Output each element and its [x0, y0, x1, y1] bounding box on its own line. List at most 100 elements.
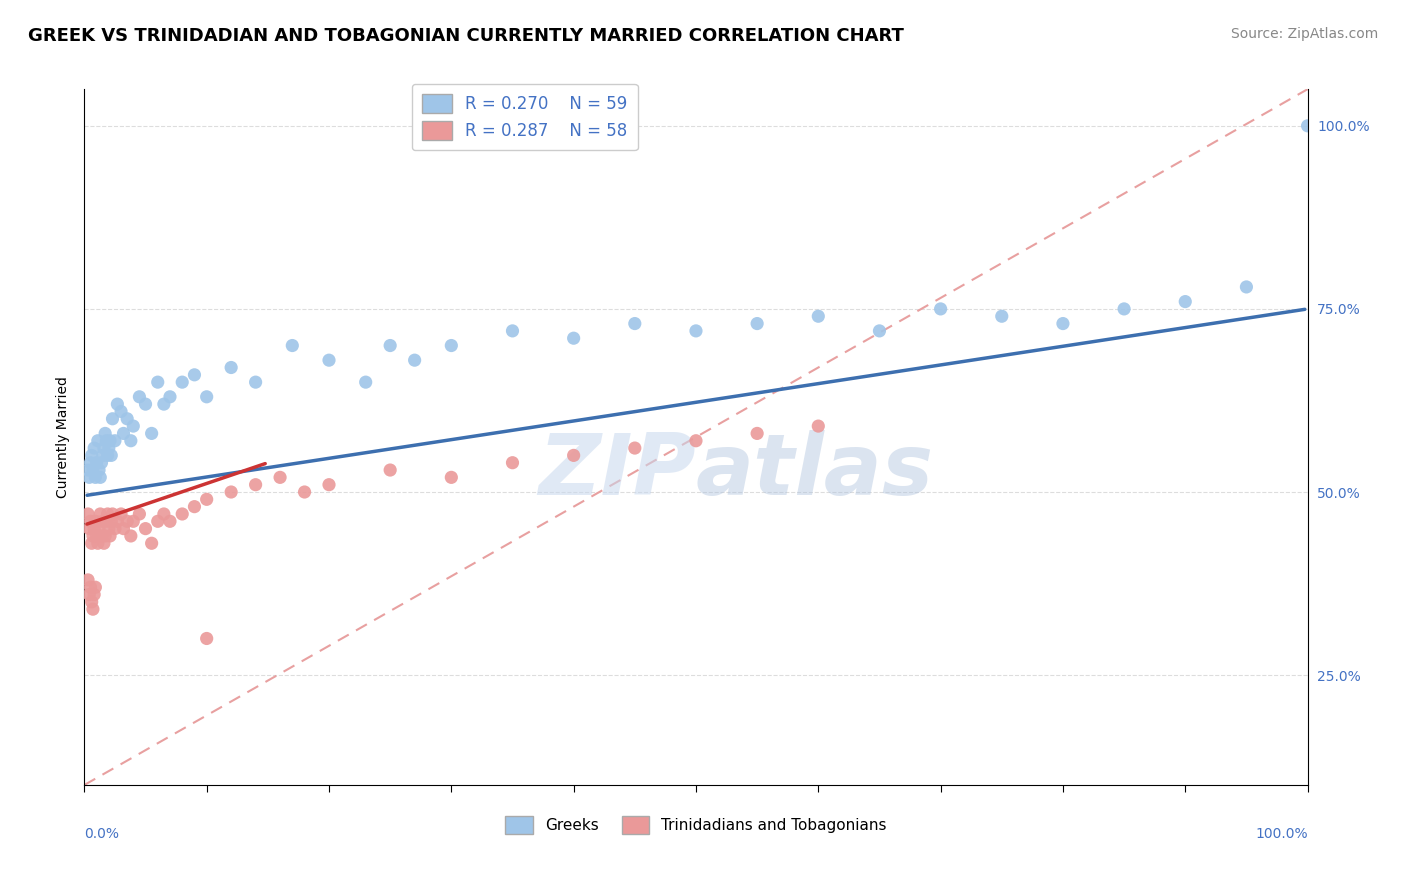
Point [105, 397, 128, 411]
Point [245, 375, 267, 389]
Point [807, 310, 830, 324]
Text: Source: ZipAtlas.com: Source: ZipAtlas.com [1230, 27, 1378, 41]
Point [115, 411, 138, 425]
Point [294, 485, 316, 500]
Point [91, 514, 114, 528]
Point [96, 434, 118, 448]
Point [101, 411, 124, 425]
Point [747, 317, 769, 331]
Point [84, 514, 107, 528]
Point [94, 426, 117, 441]
Point [97, 522, 120, 536]
Point [80, 449, 103, 463]
Point [195, 390, 218, 404]
Point [807, 419, 830, 434]
Point [77, 588, 100, 602]
Point [77, 573, 100, 587]
Point [502, 324, 524, 338]
Point [112, 522, 135, 536]
Point [122, 419, 145, 434]
Point [77, 522, 100, 536]
Legend: Greeks, Trinidadians and Tobagonians: Greeks, Trinidadians and Tobagonians [499, 810, 893, 840]
Point [440, 470, 463, 484]
Point [128, 390, 150, 404]
Point [195, 632, 218, 646]
Point [172, 507, 194, 521]
Point [195, 492, 218, 507]
Point [90, 529, 112, 543]
Point [380, 463, 402, 477]
Point [685, 324, 707, 338]
Point [115, 514, 138, 528]
Point [562, 449, 585, 463]
Point [80, 536, 103, 550]
Point [80, 595, 103, 609]
Point [624, 317, 647, 331]
Point [1052, 317, 1074, 331]
Text: atlas: atlas [696, 430, 934, 514]
Point [105, 514, 128, 528]
Point [82, 463, 104, 477]
Point [77, 470, 100, 484]
Point [685, 434, 707, 448]
Point [100, 514, 122, 528]
Point [110, 404, 132, 418]
Point [93, 441, 115, 455]
Point [77, 463, 100, 477]
Point [91, 449, 114, 463]
Point [84, 580, 107, 594]
Point [624, 441, 647, 455]
Point [79, 514, 101, 528]
Point [502, 456, 524, 470]
Point [183, 500, 205, 514]
Point [83, 441, 105, 455]
Point [153, 397, 176, 411]
Point [96, 514, 118, 528]
Text: 0.0%: 0.0% [84, 827, 120, 840]
Point [94, 529, 117, 543]
Point [82, 529, 104, 543]
Point [90, 456, 112, 470]
Point [1174, 294, 1197, 309]
Point [991, 310, 1014, 324]
Point [1114, 301, 1136, 316]
Point [97, 507, 120, 521]
Point [79, 580, 101, 594]
Point [128, 507, 150, 521]
Point [183, 368, 205, 382]
Y-axis label: Currently Married: Currently Married [56, 376, 70, 498]
Point [87, 522, 110, 536]
Point [87, 434, 110, 448]
Point [354, 375, 377, 389]
Text: ZIP: ZIP [538, 430, 696, 514]
Point [79, 456, 101, 470]
Point [104, 434, 127, 448]
Point [1236, 280, 1258, 294]
Point [97, 449, 120, 463]
Point [141, 536, 163, 550]
Point [281, 338, 304, 352]
Point [83, 522, 105, 536]
Point [159, 514, 181, 528]
Point [104, 522, 127, 536]
Point [404, 353, 426, 368]
Point [318, 477, 340, 491]
Point [562, 331, 585, 345]
Point [869, 324, 891, 338]
Point [112, 426, 135, 441]
Point [146, 514, 169, 528]
Point [747, 426, 769, 441]
Point [269, 470, 291, 484]
Point [245, 477, 267, 491]
Point [120, 529, 142, 543]
Point [141, 426, 163, 441]
Point [97, 441, 120, 455]
Point [122, 514, 145, 528]
Point [929, 301, 952, 316]
Point [159, 390, 181, 404]
Point [77, 507, 100, 521]
Point [1296, 119, 1319, 133]
Point [110, 507, 132, 521]
Point [89, 507, 111, 521]
Point [153, 507, 176, 521]
